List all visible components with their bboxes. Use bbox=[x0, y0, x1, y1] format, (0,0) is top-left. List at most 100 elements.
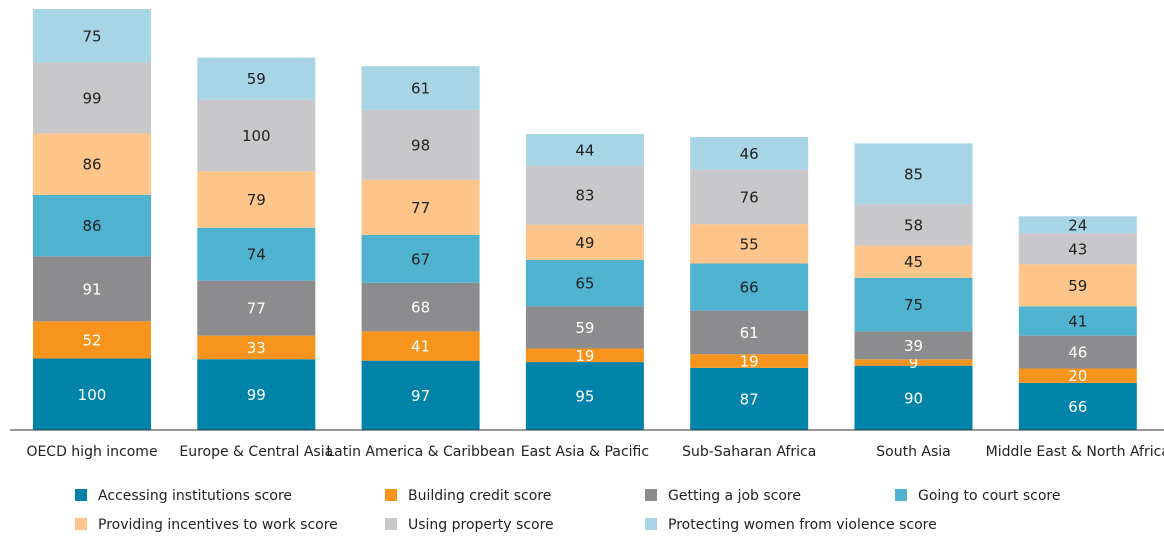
legend-label: Building credit score bbox=[408, 488, 551, 504]
data-label: 67 bbox=[411, 250, 430, 268]
bar-segment bbox=[361, 179, 480, 235]
data-label: 46 bbox=[1068, 344, 1087, 362]
data-label: 43 bbox=[1068, 240, 1087, 258]
bar-segment bbox=[690, 224, 809, 264]
data-label: 19 bbox=[740, 353, 759, 371]
bar-segment bbox=[33, 9, 151, 63]
bar-segment bbox=[33, 62, 151, 134]
data-label: 68 bbox=[411, 299, 430, 317]
data-label: 55 bbox=[740, 235, 759, 253]
bar-segment bbox=[361, 109, 480, 180]
data-label: 59 bbox=[247, 70, 266, 88]
legend-swatch bbox=[645, 518, 657, 530]
bar-segment bbox=[1018, 216, 1137, 234]
bar-segment bbox=[525, 165, 644, 225]
data-label: 95 bbox=[575, 388, 594, 406]
legend-swatch bbox=[75, 489, 87, 501]
legend-swatch bbox=[385, 518, 397, 530]
data-label: 75 bbox=[904, 296, 923, 314]
legend-label: Going to court score bbox=[918, 488, 1060, 504]
legend-swatch bbox=[895, 489, 907, 501]
legend-label: Getting a job score bbox=[668, 488, 801, 504]
bar-segment bbox=[197, 335, 316, 360]
bar-segment bbox=[33, 133, 151, 195]
bar-segment bbox=[690, 310, 809, 355]
bar-segment bbox=[854, 143, 973, 205]
data-label: 20 bbox=[1068, 367, 1087, 385]
data-label: 66 bbox=[740, 279, 759, 297]
bar-segment bbox=[1018, 264, 1137, 307]
data-label: 66 bbox=[1068, 398, 1087, 416]
data-label: 49 bbox=[575, 234, 594, 252]
legend-swatch bbox=[645, 489, 657, 501]
bar-segment bbox=[690, 367, 809, 430]
bar-segment bbox=[690, 136, 809, 170]
bar-segment bbox=[197, 359, 316, 430]
bar-segment bbox=[854, 204, 973, 246]
data-label: 44 bbox=[575, 141, 594, 159]
data-label: 65 bbox=[575, 275, 594, 293]
x-tick-label: Middle East & North Africa bbox=[986, 444, 1164, 460]
x-tick-label: Europe & Central Asia bbox=[179, 444, 333, 460]
bar-segment bbox=[361, 360, 480, 430]
data-label: 39 bbox=[904, 337, 923, 355]
x-tick-label: Latin America & Caribbean bbox=[326, 444, 515, 460]
bar-segment bbox=[525, 259, 644, 307]
x-tick-label: Sub-Saharan Africa bbox=[682, 444, 816, 460]
data-label: 99 bbox=[247, 386, 266, 404]
bar-segment bbox=[361, 66, 480, 110]
bar-segment bbox=[854, 331, 973, 360]
legend-label: Protecting women from violence score bbox=[668, 517, 937, 533]
x-tick-label: South Asia bbox=[876, 444, 950, 460]
bar-segment bbox=[33, 321, 151, 359]
data-label: 9 bbox=[909, 354, 919, 372]
legend-swatch bbox=[75, 518, 87, 530]
data-label: 83 bbox=[575, 187, 594, 205]
data-label: 100 bbox=[78, 386, 107, 404]
data-label: 85 bbox=[904, 165, 923, 183]
bar-segment bbox=[854, 277, 973, 332]
bar-segment bbox=[197, 280, 316, 336]
data-label: 77 bbox=[247, 300, 266, 318]
data-label: 99 bbox=[82, 89, 101, 107]
data-label: 77 bbox=[411, 199, 430, 217]
bar-segment bbox=[525, 348, 644, 363]
bar-segment bbox=[33, 358, 151, 430]
bar-segment bbox=[197, 227, 316, 281]
data-label: 59 bbox=[1068, 277, 1087, 295]
data-label: 41 bbox=[1068, 312, 1087, 330]
bar-segment bbox=[197, 57, 316, 100]
bar-segment bbox=[1018, 335, 1137, 369]
bar-segment bbox=[690, 169, 809, 225]
bar-segment bbox=[690, 354, 809, 368]
bar-segment bbox=[197, 99, 316, 172]
data-label: 33 bbox=[247, 339, 266, 357]
data-label: 79 bbox=[247, 191, 266, 209]
bar-segment bbox=[854, 359, 973, 366]
data-label: 91 bbox=[82, 280, 101, 298]
bar-segment bbox=[525, 134, 644, 166]
data-label: 87 bbox=[740, 390, 759, 408]
legend-label: Providing incentives to work score bbox=[98, 517, 338, 533]
bar-segment bbox=[525, 306, 644, 349]
data-label: 41 bbox=[411, 338, 430, 356]
data-label: 46 bbox=[740, 145, 759, 163]
data-label: 86 bbox=[82, 156, 101, 174]
bar-segment bbox=[1018, 306, 1137, 336]
bar-segment bbox=[690, 263, 809, 311]
bar-segment bbox=[1018, 368, 1137, 383]
bar-segment bbox=[361, 282, 480, 332]
data-label: 45 bbox=[904, 253, 923, 271]
data-label: 61 bbox=[411, 79, 430, 97]
data-label: 98 bbox=[411, 136, 430, 154]
bar-segment bbox=[361, 331, 480, 361]
bar-segment bbox=[854, 245, 973, 278]
data-label: 58 bbox=[904, 216, 923, 234]
legend-label: Using property score bbox=[408, 517, 554, 533]
data-label: 61 bbox=[740, 324, 759, 342]
data-label: 74 bbox=[247, 246, 266, 264]
bar-segment bbox=[525, 224, 644, 260]
data-label: 59 bbox=[575, 319, 594, 337]
data-label: 52 bbox=[82, 331, 101, 349]
